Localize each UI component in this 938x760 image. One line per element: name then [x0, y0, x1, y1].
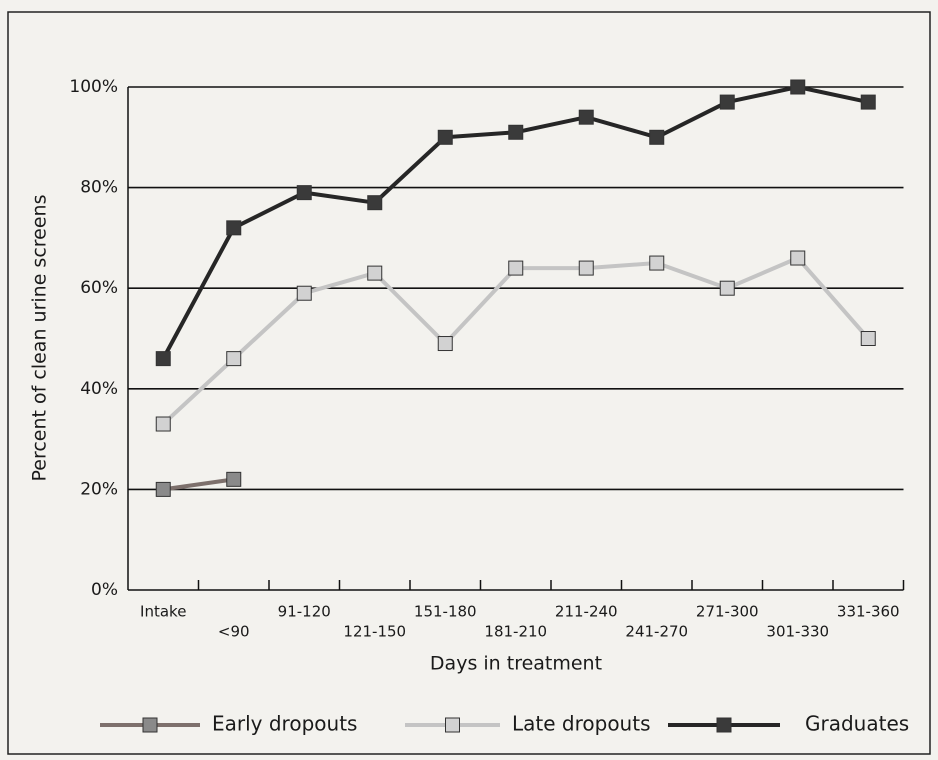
point-marker — [226, 351, 242, 367]
point-marker — [226, 471, 242, 487]
point-marker — [437, 336, 453, 352]
x-tick-label: 181-210 — [484, 623, 547, 641]
legend-marker — [142, 717, 158, 733]
point-marker — [367, 195, 383, 211]
y-tick-label: 80% — [80, 178, 118, 198]
point-marker — [367, 265, 383, 281]
point-marker — [508, 260, 524, 276]
y-tick-label: 100% — [69, 77, 118, 97]
x-tick-label: 151-180 — [414, 603, 477, 621]
x-tick-label: 271-300 — [696, 603, 759, 621]
point-marker — [296, 285, 312, 301]
point-marker — [508, 124, 524, 140]
x-tick-label: <90 — [218, 623, 250, 641]
point-marker — [578, 109, 594, 125]
point-marker — [719, 280, 735, 296]
legend-label: Late dropouts — [512, 712, 651, 736]
x-tick-label: 91-120 — [278, 603, 331, 621]
frame — [7, 11, 931, 755]
point-marker — [649, 255, 665, 271]
point-marker — [437, 129, 453, 145]
point-marker — [296, 185, 312, 201]
point-marker — [790, 250, 806, 266]
point-marker — [155, 416, 171, 432]
point-marker — [578, 260, 594, 276]
x-tick-label: 241-270 — [625, 623, 688, 641]
point-marker — [860, 331, 876, 346]
x-tick-label: 331-360 — [837, 603, 900, 621]
y-tick-label: 20% — [80, 479, 118, 499]
point-marker — [860, 94, 876, 110]
y-tick-label: 40% — [80, 379, 118, 399]
point-marker — [155, 351, 171, 367]
y-tick-label: 60% — [80, 278, 118, 298]
legend-marker — [445, 717, 460, 733]
x-tick-label: 301-330 — [766, 623, 829, 641]
series-line — [162, 477, 235, 492]
point-marker — [719, 94, 735, 110]
legend-marker — [716, 717, 732, 733]
point-marker — [226, 220, 242, 236]
point-marker — [155, 481, 171, 497]
x-tick-label: 211-240 — [555, 603, 618, 621]
y-axis-title: Percent of clean urine screens — [29, 195, 51, 482]
point-marker — [790, 79, 806, 95]
x-tick-label: Intake — [140, 603, 186, 621]
x-axis-title: Days in treatment — [430, 653, 602, 675]
series-line — [161, 256, 870, 426]
legend-label: Early dropouts — [212, 712, 357, 736]
x-tick-label: 121-150 — [343, 623, 406, 641]
y-tick-label: 0% — [91, 580, 118, 600]
legend-label: Graduates — [805, 712, 909, 736]
point-marker — [649, 129, 665, 145]
